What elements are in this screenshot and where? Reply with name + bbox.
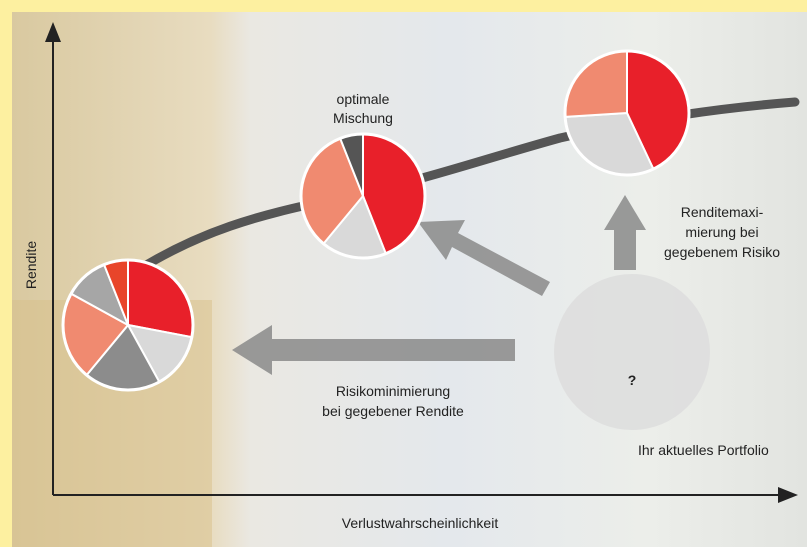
annotation: Ihr aktuelles Portfolio	[638, 442, 769, 458]
annotation: mierung bei	[685, 224, 758, 240]
annotation: Renditemaxi-	[681, 204, 764, 220]
question-mark: ?	[628, 372, 637, 388]
annotation: bei gegebener Rendite	[322, 403, 464, 419]
annotation: optimale	[337, 91, 390, 107]
y-axis-label: Rendite	[23, 241, 39, 289]
annotation: Risikominimierung	[336, 383, 450, 399]
x-axis-label: Verlustwahrscheinlichkeit	[342, 515, 499, 531]
annotation: Mischung	[333, 110, 393, 126]
diagram: Rendite Verlustwahrscheinlichkeit ? opti…	[0, 0, 807, 547]
annotation: gegebenem Risiko	[664, 244, 780, 260]
current-portfolio-circle	[554, 274, 710, 430]
